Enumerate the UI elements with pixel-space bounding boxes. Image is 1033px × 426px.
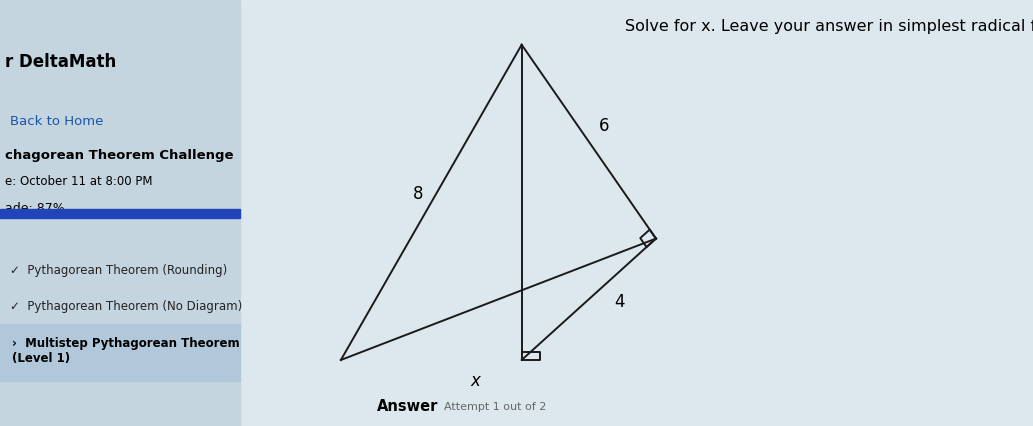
Text: Answer: Answer xyxy=(377,399,438,414)
Text: ›  Multistep Pythagorean Theorem
(Level 1): › Multistep Pythagorean Theorem (Level 1… xyxy=(12,337,240,366)
Text: ✓  Pythagorean Theorem (Rounding): ✓ Pythagorean Theorem (Rounding) xyxy=(10,264,227,277)
Bar xyxy=(0,0,240,426)
Bar xyxy=(0,209,240,218)
Text: Attempt 1 out of 2: Attempt 1 out of 2 xyxy=(444,402,546,412)
Text: Back to Home: Back to Home xyxy=(10,115,103,128)
Text: e: October 11 at 8:00 PM: e: October 11 at 8:00 PM xyxy=(5,175,153,187)
Text: Solve for x. Leave your answer in simplest radical form.: Solve for x. Leave your answer in simple… xyxy=(625,19,1033,34)
Text: ade: 87%: ade: 87% xyxy=(5,202,65,215)
Text: 4: 4 xyxy=(615,294,625,311)
Text: chagorean Theorem Challenge: chagorean Theorem Challenge xyxy=(5,149,233,162)
Text: r DeltaMath: r DeltaMath xyxy=(5,53,117,71)
Text: 6: 6 xyxy=(599,117,609,135)
Text: x: x xyxy=(470,372,480,390)
Text: ✓  Pythagorean Theorem (No Diagram): ✓ Pythagorean Theorem (No Diagram) xyxy=(10,300,243,313)
Text: 8: 8 xyxy=(413,185,424,203)
Bar xyxy=(0,324,240,381)
